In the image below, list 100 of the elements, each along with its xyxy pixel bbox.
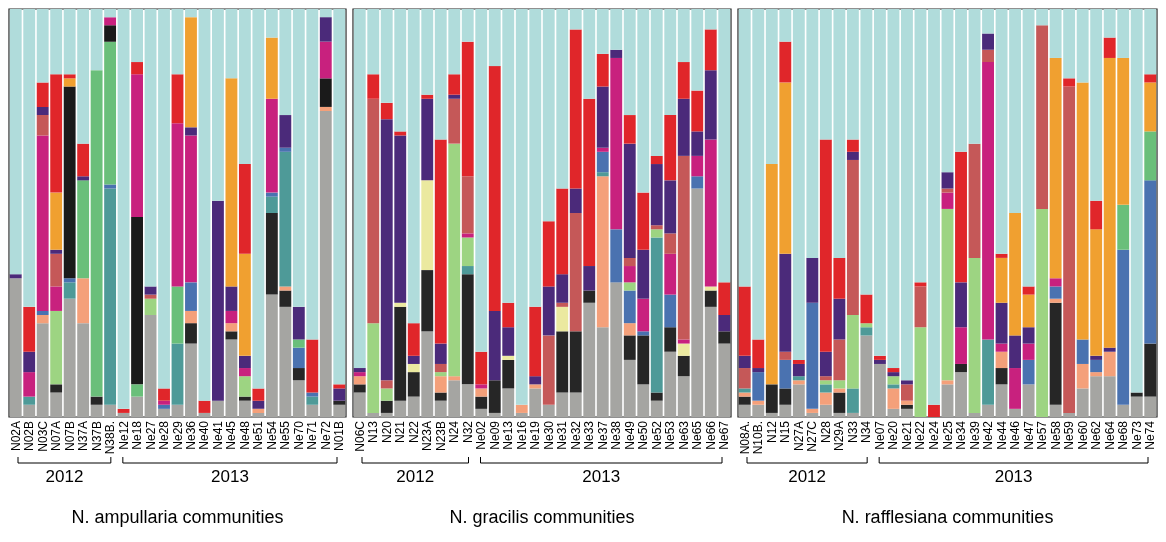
- bar: [678, 155, 690, 340]
- bar: [104, 17, 117, 26]
- x-tick-label: Ne55: [278, 420, 293, 450]
- bar: [319, 41, 332, 79]
- bar: [144, 298, 157, 315]
- bar: [887, 372, 900, 377]
- bar: [793, 359, 806, 364]
- bar: [820, 351, 833, 377]
- bar: [982, 49, 995, 63]
- bar: [941, 172, 954, 189]
- bar: [185, 127, 197, 136]
- bar: [421, 270, 434, 332]
- bar: [171, 286, 184, 344]
- bar: [1049, 278, 1062, 287]
- x-tick-label: Ne12: [116, 420, 131, 450]
- x-tick-label: N23B: [434, 421, 449, 452]
- x-tick-label: N27A: [792, 421, 807, 452]
- bar: [77, 176, 90, 181]
- x-tick-label: N01B: [332, 421, 347, 452]
- bar: [941, 9, 954, 173]
- x-tick-label: N23A: [420, 421, 435, 452]
- x-tick-label: N22: [407, 420, 422, 444]
- bar: [901, 400, 914, 405]
- bar: [306, 339, 319, 393]
- bar: [333, 388, 346, 401]
- bar: [610, 49, 623, 58]
- bar: [435, 392, 447, 401]
- bar: [292, 347, 305, 369]
- bar: [36, 115, 49, 136]
- bar: [198, 9, 211, 401]
- bar: [995, 368, 1008, 385]
- bar: [529, 384, 542, 389]
- x-tick-label: Ne49: [623, 420, 638, 450]
- bar: [367, 98, 380, 324]
- bar: [705, 29, 717, 71]
- bar: [739, 355, 751, 369]
- bar: [394, 131, 407, 136]
- bar: [1104, 347, 1116, 352]
- bar: [131, 62, 143, 75]
- bar: [1063, 86, 1076, 413]
- x-tick-label: Ne46: [1008, 420, 1023, 450]
- x-tick-label: Ne57: [1035, 420, 1050, 450]
- bar: [319, 106, 332, 111]
- x-tick-label: N02B: [22, 421, 37, 452]
- x-tick-label: N38B.: [103, 421, 118, 455]
- bar: [1049, 57, 1062, 279]
- x-tick-label: Ne38: [609, 420, 624, 450]
- bar: [462, 266, 474, 275]
- bar: [820, 392, 833, 405]
- bar: [117, 408, 130, 413]
- bar: [63, 78, 76, 87]
- bar: [77, 278, 90, 324]
- bar: [664, 294, 677, 328]
- bar: [381, 400, 393, 413]
- bar: [664, 233, 677, 254]
- x-tick-label: N37B: [89, 421, 104, 452]
- bar: [718, 282, 731, 315]
- bar: [847, 139, 860, 152]
- bar: [982, 339, 995, 405]
- bar: [50, 253, 63, 287]
- bar: [806, 257, 819, 303]
- text: 2012: [45, 467, 84, 486]
- x-tick-label: N37A: [76, 421, 91, 452]
- bar: [1022, 343, 1035, 360]
- bar: [1144, 180, 1157, 344]
- bar: [475, 388, 488, 397]
- x-tick-label: Ne63: [677, 420, 692, 450]
- x-tick-label: N08A.: [738, 421, 753, 455]
- bar: [435, 363, 447, 373]
- bar: [238, 368, 251, 377]
- bar: [63, 278, 76, 283]
- x-tick-label: Ne34: [954, 420, 969, 450]
- x-tick-label: Ne71: [305, 420, 320, 450]
- text: 2013: [211, 467, 249, 486]
- bar: [529, 306, 542, 377]
- bar: [90, 396, 103, 405]
- bar: [793, 376, 806, 381]
- bar: [252, 408, 265, 413]
- bar: [185, 9, 197, 18]
- x-tick-label: Ne07: [873, 420, 888, 450]
- bar: [238, 376, 251, 397]
- x-tick-label: N07A: [49, 421, 64, 452]
- bar: [225, 310, 238, 324]
- x-tick-label: Ne70: [291, 420, 306, 450]
- bar: [354, 368, 366, 373]
- bar: [171, 343, 184, 405]
- bar: [1144, 74, 1157, 83]
- text: 2013: [582, 467, 621, 486]
- bar: [292, 368, 305, 381]
- x-tick-label: Ne68: [1116, 420, 1131, 450]
- bar: [50, 384, 63, 393]
- bar: [718, 315, 731, 332]
- bar: [50, 310, 63, 385]
- bar: [381, 102, 393, 120]
- bar: [158, 388, 170, 401]
- bar: [1009, 368, 1022, 409]
- bar: [806, 408, 819, 413]
- bar: [874, 355, 887, 360]
- bar: [319, 78, 332, 107]
- bar: [104, 25, 117, 42]
